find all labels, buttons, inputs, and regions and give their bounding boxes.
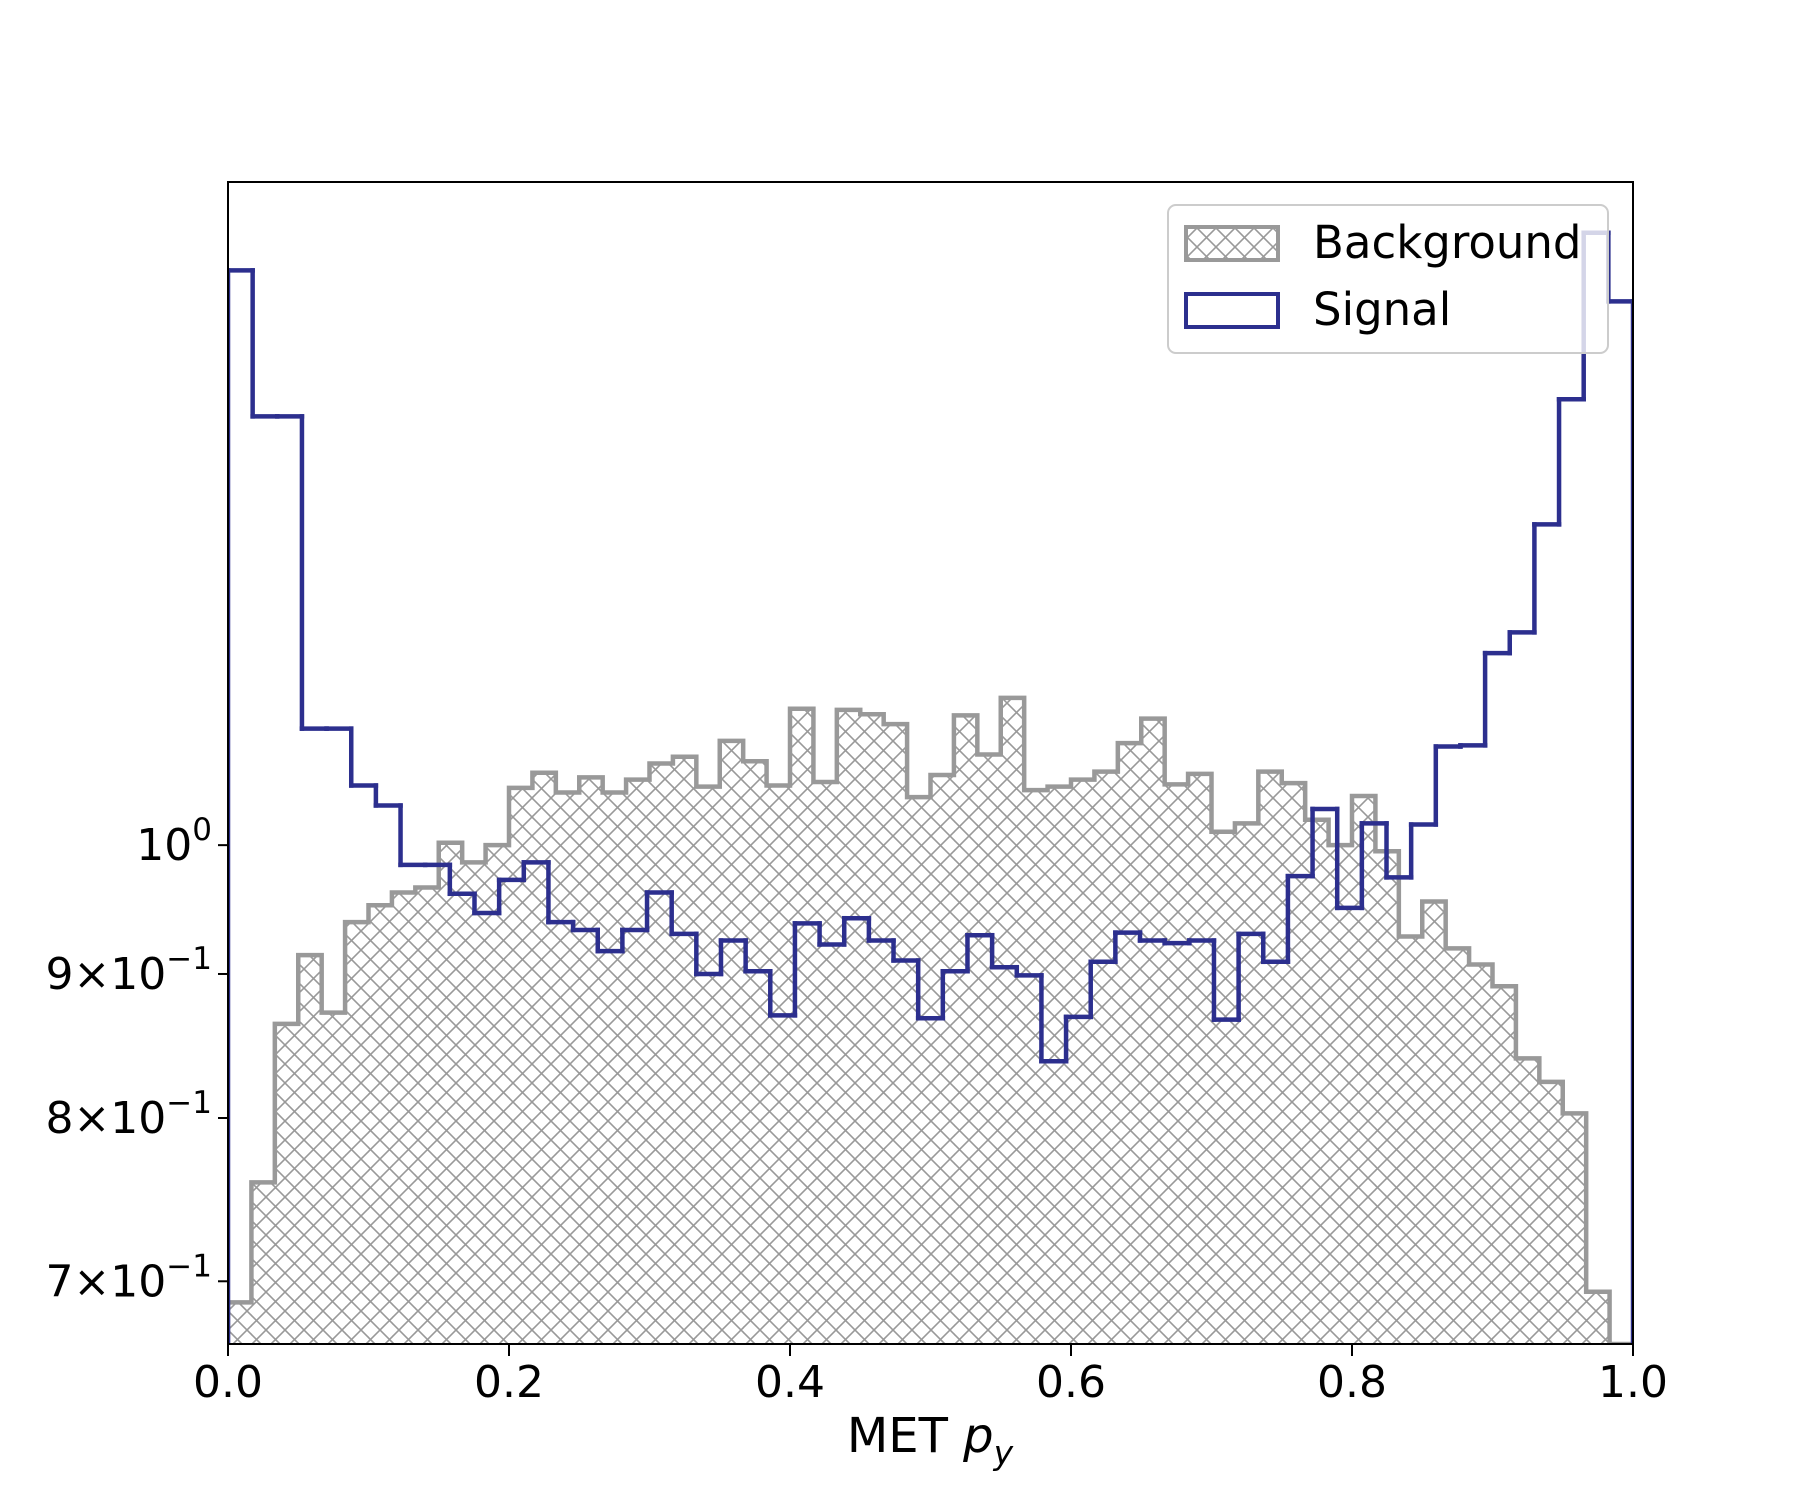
background-bar (1305, 819, 1330, 1344)
background-bar (298, 955, 323, 1344)
signal-series (228, 230, 1633, 1344)
background-bar (251, 1182, 276, 1344)
x-tick-label: 0.4 (755, 1357, 825, 1408)
background-bar (462, 862, 487, 1344)
background-bar (649, 763, 674, 1344)
background-bar (1586, 1291, 1611, 1344)
background-bar (813, 781, 838, 1344)
plot-area (228, 230, 1633, 1344)
x-axis-label: MET py (847, 1408, 1014, 1472)
background-bar (743, 761, 768, 1344)
background-bar (415, 887, 440, 1344)
background-bar (790, 708, 815, 1344)
background-bar (836, 709, 861, 1344)
background-bar (1422, 901, 1447, 1344)
y-tick-label: 100 (136, 812, 212, 871)
background-bar (1188, 773, 1213, 1344)
background-bar (883, 724, 908, 1344)
background-bar (1071, 779, 1096, 1344)
legend-swatch-signal (1184, 292, 1280, 329)
background-bar (1375, 851, 1400, 1344)
x-tick-label: 0.8 (1317, 1357, 1387, 1408)
background-bar (719, 740, 744, 1344)
background-bar (368, 905, 393, 1344)
background-bar (602, 792, 627, 1344)
x-tick-label: 0.2 (474, 1357, 544, 1408)
background-bar (1211, 831, 1236, 1344)
background-bar (532, 772, 557, 1344)
background-bar (860, 714, 885, 1344)
background-outline (228, 695, 1633, 1344)
background-bar (672, 756, 697, 1344)
background-bar (1000, 697, 1025, 1344)
background-bar (274, 1023, 299, 1344)
background-bar (1539, 1081, 1564, 1344)
background-bar (930, 775, 955, 1344)
background-series (228, 697, 1611, 1344)
background-bar (1469, 964, 1494, 1344)
legend-swatch-background (1184, 225, 1280, 262)
background-bar (953, 715, 978, 1344)
y-tick-label: 9×10−1 (45, 941, 212, 1000)
background-bar (555, 792, 580, 1344)
x-tick-label: 0.0 (193, 1357, 263, 1408)
plot-frame (227, 181, 1634, 1345)
y-tick-label: 7×10−1 (45, 1248, 212, 1307)
background-bar (321, 1012, 346, 1344)
legend-label-signal: Signal (1313, 283, 1451, 336)
background-bar (1164, 784, 1189, 1344)
background-bar (1047, 786, 1072, 1344)
background-bar (1445, 948, 1470, 1344)
background-bar (1281, 783, 1306, 1344)
legend-label-background: Background (1313, 216, 1581, 269)
background-bar (1328, 845, 1353, 1344)
background-bar (1094, 771, 1119, 1344)
background-bar (1234, 823, 1259, 1344)
background-bar (438, 842, 463, 1344)
background-bar (1117, 743, 1142, 1344)
background-bar (1141, 718, 1166, 1344)
x-tick-label: 0.6 (1036, 1357, 1106, 1408)
background-bar (977, 754, 1002, 1344)
legend: Background Signal (1167, 204, 1609, 354)
background-bar (696, 786, 721, 1344)
background-bar (1515, 1058, 1540, 1344)
background-bar (345, 922, 370, 1344)
background-bar (626, 779, 651, 1344)
background-bar (1562, 1113, 1587, 1344)
background-bar (1492, 986, 1517, 1344)
x-axis-ticks: 0.0 0.2 0.4 0.6 0.8 1.0 (193, 1344, 1668, 1408)
background-bar (228, 1302, 253, 1344)
x-tick-label: 1.0 (1598, 1357, 1668, 1408)
background-bar (1024, 790, 1049, 1344)
background-bar (485, 845, 510, 1344)
background-bar (579, 777, 604, 1344)
y-tick-label: 8×10−1 (45, 1085, 212, 1144)
background-bar (766, 785, 791, 1344)
background-bar (1258, 771, 1283, 1344)
background-bar (1398, 936, 1423, 1344)
background-bar (907, 797, 932, 1344)
background-bar (509, 787, 534, 1344)
y-axis-ticks: 7×10−1 8×10−1 9×10−1 100 (45, 812, 228, 1307)
background-bar (391, 892, 416, 1344)
